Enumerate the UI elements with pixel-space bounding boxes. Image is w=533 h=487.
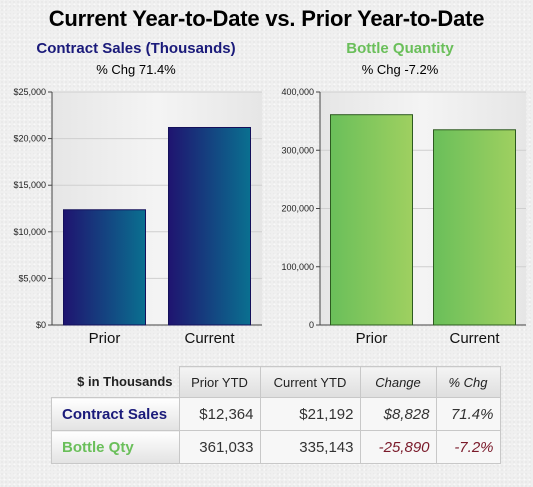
col-header-prior-ytd: Prior YTD — [178, 366, 261, 398]
cell-bottle-change: -25,890 — [359, 430, 437, 464]
bottle-quantity-pct-change: % Chg -7.2% — [361, 62, 439, 77]
cell-contract-pct: 71.4% — [435, 397, 501, 431]
cell-bottle-pct: -7.2% — [435, 430, 501, 464]
bottle-quantity-y-tick-label: 400,000 — [281, 87, 314, 97]
table-row: Bottle Qty 361,033 335,143 -25,890 -7.2% — [51, 430, 501, 464]
cell-contract-current: $21,192 — [259, 397, 361, 431]
contract-sales-y-tick-label: $0 — [36, 320, 46, 330]
bottle-quantity-y-tick-label: 300,000 — [281, 145, 314, 155]
contract-sales-y-tick-label: $20,000 — [13, 134, 46, 144]
bottle-quantity-x-tick-label: Prior — [356, 330, 388, 347]
table-header-row: $ in Thousands Prior YTD Current YTD Cha… — [52, 366, 501, 398]
contract-sales-y-tick-label: $15,000 — [13, 180, 46, 190]
table-row: Contract Sales $12,364 $21,192 $8,828 71… — [51, 397, 501, 431]
contract-sales-chart-title: Contract Sales (Thousands) — [36, 40, 236, 57]
cell-bottle-prior: 361,033 — [178, 430, 261, 464]
bottle-quantity-bar-prior — [330, 114, 413, 326]
col-header-change: Change — [359, 366, 437, 398]
cell-contract-prior: $12,364 — [178, 397, 261, 431]
row-label-bottle-qty: Bottle Qty — [51, 430, 180, 464]
contract-sales-y-tick-label: $25,000 — [13, 87, 46, 97]
bottle-quantity-chart-title: Bottle Quantity — [346, 40, 454, 57]
cell-bottle-current: 335,143 — [259, 430, 361, 464]
cell-contract-change: $8,828 — [359, 397, 437, 431]
bottle-quantity-y-tick-label: 0 — [309, 320, 314, 330]
contract-sales-bar-prior — [63, 209, 146, 326]
col-header-pct-chg: % Chg — [435, 366, 501, 398]
bottle-quantity-y-tick-label: 200,000 — [281, 204, 314, 214]
bottle-quantity-x-tick-label: Current — [449, 330, 500, 347]
table-corner-label: $ in Thousands — [77, 374, 173, 390]
contract-sales-bar-current — [168, 126, 251, 326]
page-title: Current Year-to-Date vs. Prior Year-to-D… — [48, 6, 485, 31]
charts-svg: $0 $5,000 $10,000 $15,000 $20,000 $25,000 Prio… — [13, 87, 526, 347]
contract-sales-y-tick-label: $5,000 — [18, 273, 46, 283]
contract-sales-x-tick-label: Current — [184, 330, 235, 347]
col-header-current-ytd: Current YTD — [259, 366, 361, 398]
contract-sales-x-tick-label: Prior — [89, 330, 121, 347]
row-label-contract-sales: Contract Sales — [51, 397, 180, 431]
contract-sales-pct-change: % Chg 71.4% — [96, 62, 176, 77]
summary-table: $ in Thousands Prior YTD Current YTD Cha… — [51, 366, 501, 464]
contract-sales-y-tick-label: $10,000 — [13, 227, 46, 237]
bottle-quantity-bar-current — [433, 129, 516, 326]
bottle-quantity-y-tick-label: 100,000 — [281, 262, 314, 272]
